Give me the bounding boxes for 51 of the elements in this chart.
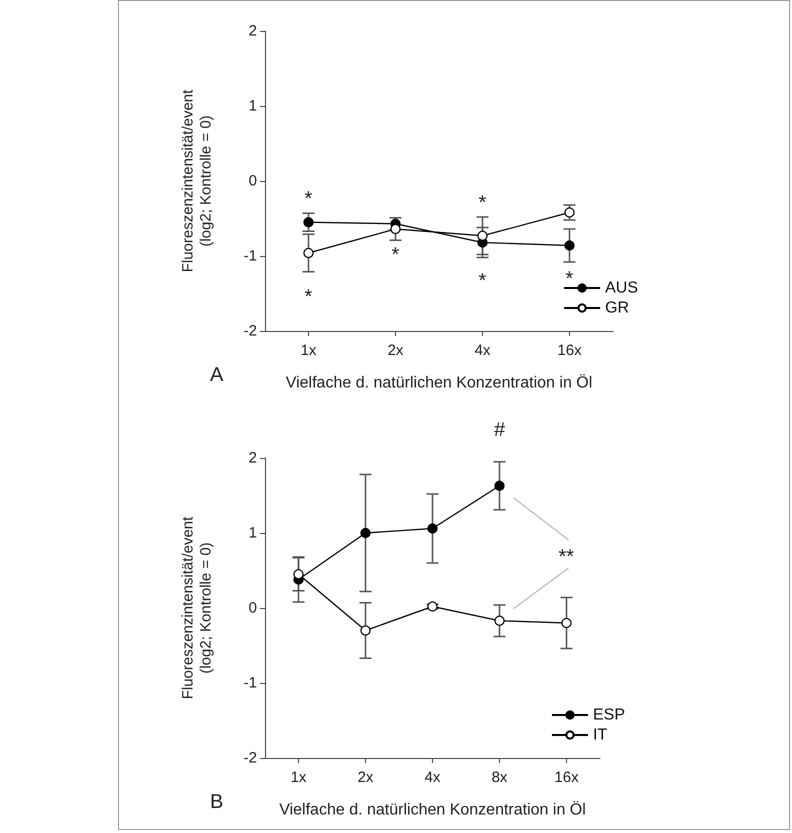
point: [360, 528, 371, 538]
point: [564, 207, 575, 218]
y-tick-label: 1: [248, 524, 257, 542]
annotation: *: [304, 286, 312, 308]
x-tick-label: 2x: [388, 342, 404, 359]
x-tick-label: 8x: [492, 769, 508, 786]
point: [303, 248, 314, 258]
y-axis-title: Fluoreszenzintensität/event (log2; Kontrolle = 0): [180, 88, 214, 272]
x-tick-label: 2x: [358, 769, 374, 786]
point: [494, 616, 505, 626]
annotation: *: [478, 192, 486, 214]
y-tick-label: -2: [244, 322, 257, 340]
text: A: [210, 364, 224, 386]
annotation: *: [566, 268, 574, 290]
point: [561, 618, 572, 628]
x-tick-label: 1x: [290, 769, 307, 786]
annotation: *: [304, 188, 312, 210]
x-tick-label: 16x: [554, 769, 580, 786]
y-tick-label: -1: [244, 674, 257, 692]
y-tick-label: 2: [248, 22, 257, 40]
y-tick-label: 1: [248, 98, 257, 114]
point: [477, 230, 488, 241]
legend-label: ESP: [592, 706, 625, 724]
legend-label: AUS: [605, 280, 638, 296]
annotation: *: [478, 270, 486, 292]
x-tick-label: 1x: [300, 342, 317, 359]
point: [564, 240, 575, 251]
text: #: [494, 418, 506, 440]
text: B: [210, 791, 224, 813]
point: [360, 625, 371, 636]
legend-label: GR: [605, 300, 630, 316]
x-tick-label: 4x: [474, 342, 491, 359]
y-tick-label: 0: [248, 172, 257, 190]
point: [303, 217, 314, 228]
annotation: **: [558, 546, 574, 568]
y-axis-title: Fluoreszenzintensität/event (log2; Kontrolle = 0): [180, 516, 214, 700]
point: [390, 224, 401, 234]
legend-label: IT: [592, 726, 608, 744]
point: [494, 480, 505, 491]
point: [427, 523, 438, 534]
x-tick-label: 16x: [557, 342, 582, 359]
x-axis-title: Vielfache d. natürlichen Konzentration in Öl: [286, 374, 592, 392]
x-tick-label: 4x: [424, 769, 441, 786]
x-axis-title: Vielfache d. natürlichen Konzentration in Öl: [279, 800, 586, 818]
point: [293, 569, 304, 580]
y-tick-label: 2: [248, 450, 257, 466]
y-tick-label: 0: [248, 600, 257, 616]
y-tick-label: -1: [244, 248, 257, 264]
point: [427, 601, 438, 612]
annotation: *: [392, 244, 400, 266]
y-tick-label: -2: [244, 750, 257, 766]
